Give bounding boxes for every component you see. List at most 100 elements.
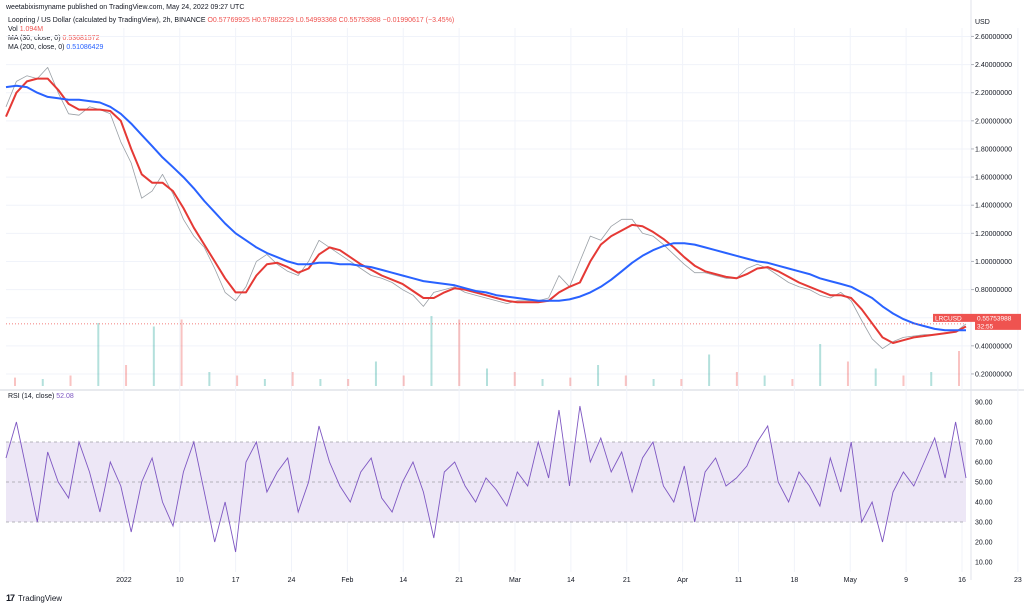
- volume-value: 1.094M: [19, 26, 44, 33]
- tag-symbol: LRCUSD: [935, 315, 962, 322]
- price-tick-label: 0.20000000: [975, 371, 1012, 378]
- ma200-legend: MA (200, close, 0) 0.51086429: [8, 43, 454, 52]
- volume-bar: [791, 379, 794, 386]
- price-line: [5, 67, 967, 350]
- rsi-tick-label: 80.00: [975, 420, 993, 427]
- time-tick-label: 18: [790, 577, 798, 584]
- rsi-legend: RSI (14, close) 52.08: [8, 392, 74, 401]
- rsi-tick-label: 90.00: [975, 400, 993, 407]
- ma200-label: MA (200, close, 0): [8, 44, 65, 51]
- time-tick-label: 24: [288, 577, 296, 584]
- symbol-line: Loopring / US Dollar (calculated by Trad…: [8, 16, 454, 25]
- price-tick-label: 2.60000000: [975, 34, 1012, 41]
- volume-bar: [902, 375, 905, 386]
- time-tick-label: 10: [176, 577, 184, 584]
- volume-bar: [569, 377, 572, 386]
- time-tick-label: Mar: [509, 577, 522, 584]
- time-tick-label: Apr: [677, 577, 689, 584]
- price-tick-label: 1.80000000: [975, 146, 1012, 153]
- price-tick-label: 2.20000000: [975, 90, 1012, 97]
- volume-bar: [652, 379, 655, 386]
- ma30-line: [5, 77, 967, 344]
- volume-bar: [14, 377, 16, 386]
- time-tick-label: 9: [904, 577, 908, 584]
- time-tick-label: 14: [399, 577, 407, 584]
- price-series: [5, 67, 967, 350]
- time-axis: 2022 10 17 24 Feb 14 21 Mar 14 21 Apr 11 18 May 9 16 23: [116, 577, 1022, 584]
- volume-bar: [735, 372, 738, 386]
- time-tick-label: 2022: [116, 577, 132, 584]
- volume-bar: [41, 379, 44, 386]
- rsi-series: [5, 405, 967, 553]
- volume-bar: [152, 326, 155, 386]
- volume-bar: [486, 368, 488, 386]
- volume-bar: [125, 365, 128, 386]
- rsi-tick-label: 70.00: [975, 440, 993, 447]
- rsi-label: RSI (14, close): [8, 393, 55, 400]
- volume-bar: [402, 375, 405, 386]
- time-tick-label: 11: [735, 577, 742, 584]
- price-tick-label: 1.40000000: [975, 203, 1012, 210]
- tradingview-logo: 17: [6, 593, 15, 603]
- time-tick-label: 16: [958, 577, 966, 584]
- volume-bar: [319, 379, 322, 386]
- brand-name: TradingView: [18, 593, 63, 603]
- volume-bar: [597, 365, 600, 386]
- time-tick-label: 21: [623, 577, 631, 584]
- publish-info: weetabixismyname published on TradingVie…: [6, 4, 245, 11]
- main-legend: Loopring / US Dollar (calculated by Trad…: [8, 16, 454, 52]
- tag-countdown: 32:55: [977, 323, 994, 330]
- rsi-tick-label: 50.00: [975, 480, 993, 487]
- volume-bar: [236, 375, 239, 386]
- volume-bar: [846, 361, 849, 386]
- price-axis-title: USD: [975, 19, 990, 26]
- time-tick-label: May: [844, 577, 858, 584]
- symbol-title: Loopring / US Dollar (calculated by Trad…: [8, 17, 206, 24]
- volume-bar: [624, 375, 627, 386]
- volume-bars: [14, 316, 960, 386]
- volume-bar: [208, 372, 211, 386]
- volume-bar: [374, 361, 377, 386]
- ohlc-values: O0.57769925 H0.57882229 L0.54993368 C0.5…: [207, 17, 455, 24]
- volume-bar: [291, 372, 294, 386]
- volume-bar: [263, 379, 266, 386]
- time-tick-label: Feb: [341, 577, 353, 584]
- volume-bar: [819, 344, 822, 386]
- ma200-line: [5, 84, 967, 332]
- rsi-band: [6, 441, 966, 523]
- ma30-label: MA (30, close, 0): [8, 35, 61, 42]
- rsi-tick-label: 10.00: [975, 560, 993, 567]
- rsi-tick-label: 40.00: [975, 500, 993, 507]
- price-tick-label: 0.40000000: [975, 343, 1012, 350]
- price-tick-label: 0.80000000: [975, 287, 1012, 294]
- price-tick-label: 1.60000000: [975, 175, 1012, 182]
- price-tick-label: 2.00000000: [975, 118, 1012, 125]
- ma30-legend: MA (30, close, 0) 0.53681572: [8, 34, 454, 43]
- volume-legend: Vol 1.094M: [8, 25, 454, 34]
- tag-symbol-bg: [933, 313, 975, 322]
- volume-bar: [958, 351, 960, 386]
- ma200-value: 0.51086429: [66, 44, 104, 51]
- price-tick-label: 2.40000000: [975, 62, 1012, 69]
- time-tick-label: 14: [567, 577, 575, 584]
- time-tick-label: 21: [455, 577, 463, 584]
- volume-bar: [708, 354, 711, 386]
- volume-bar: [930, 372, 933, 386]
- rsi-value: 52.08: [56, 393, 74, 400]
- footer: 17 TradingView: [6, 593, 62, 603]
- volume-bar: [97, 323, 100, 386]
- volume-bar: [680, 379, 683, 386]
- tag-price-bg: [975, 313, 1021, 330]
- volume-bar: [541, 379, 544, 386]
- volume-label: Vol: [8, 26, 18, 33]
- price-tick-label: 1.20000000: [975, 231, 1012, 238]
- volume-bar: [69, 375, 72, 386]
- time-tick-label: 17: [232, 577, 240, 584]
- volume-bar: [430, 316, 433, 386]
- price-tick-label: 1.00000000: [975, 259, 1012, 266]
- volume-bar: [180, 319, 183, 386]
- volume-bar: [763, 375, 766, 386]
- volume-bar: [874, 368, 877, 386]
